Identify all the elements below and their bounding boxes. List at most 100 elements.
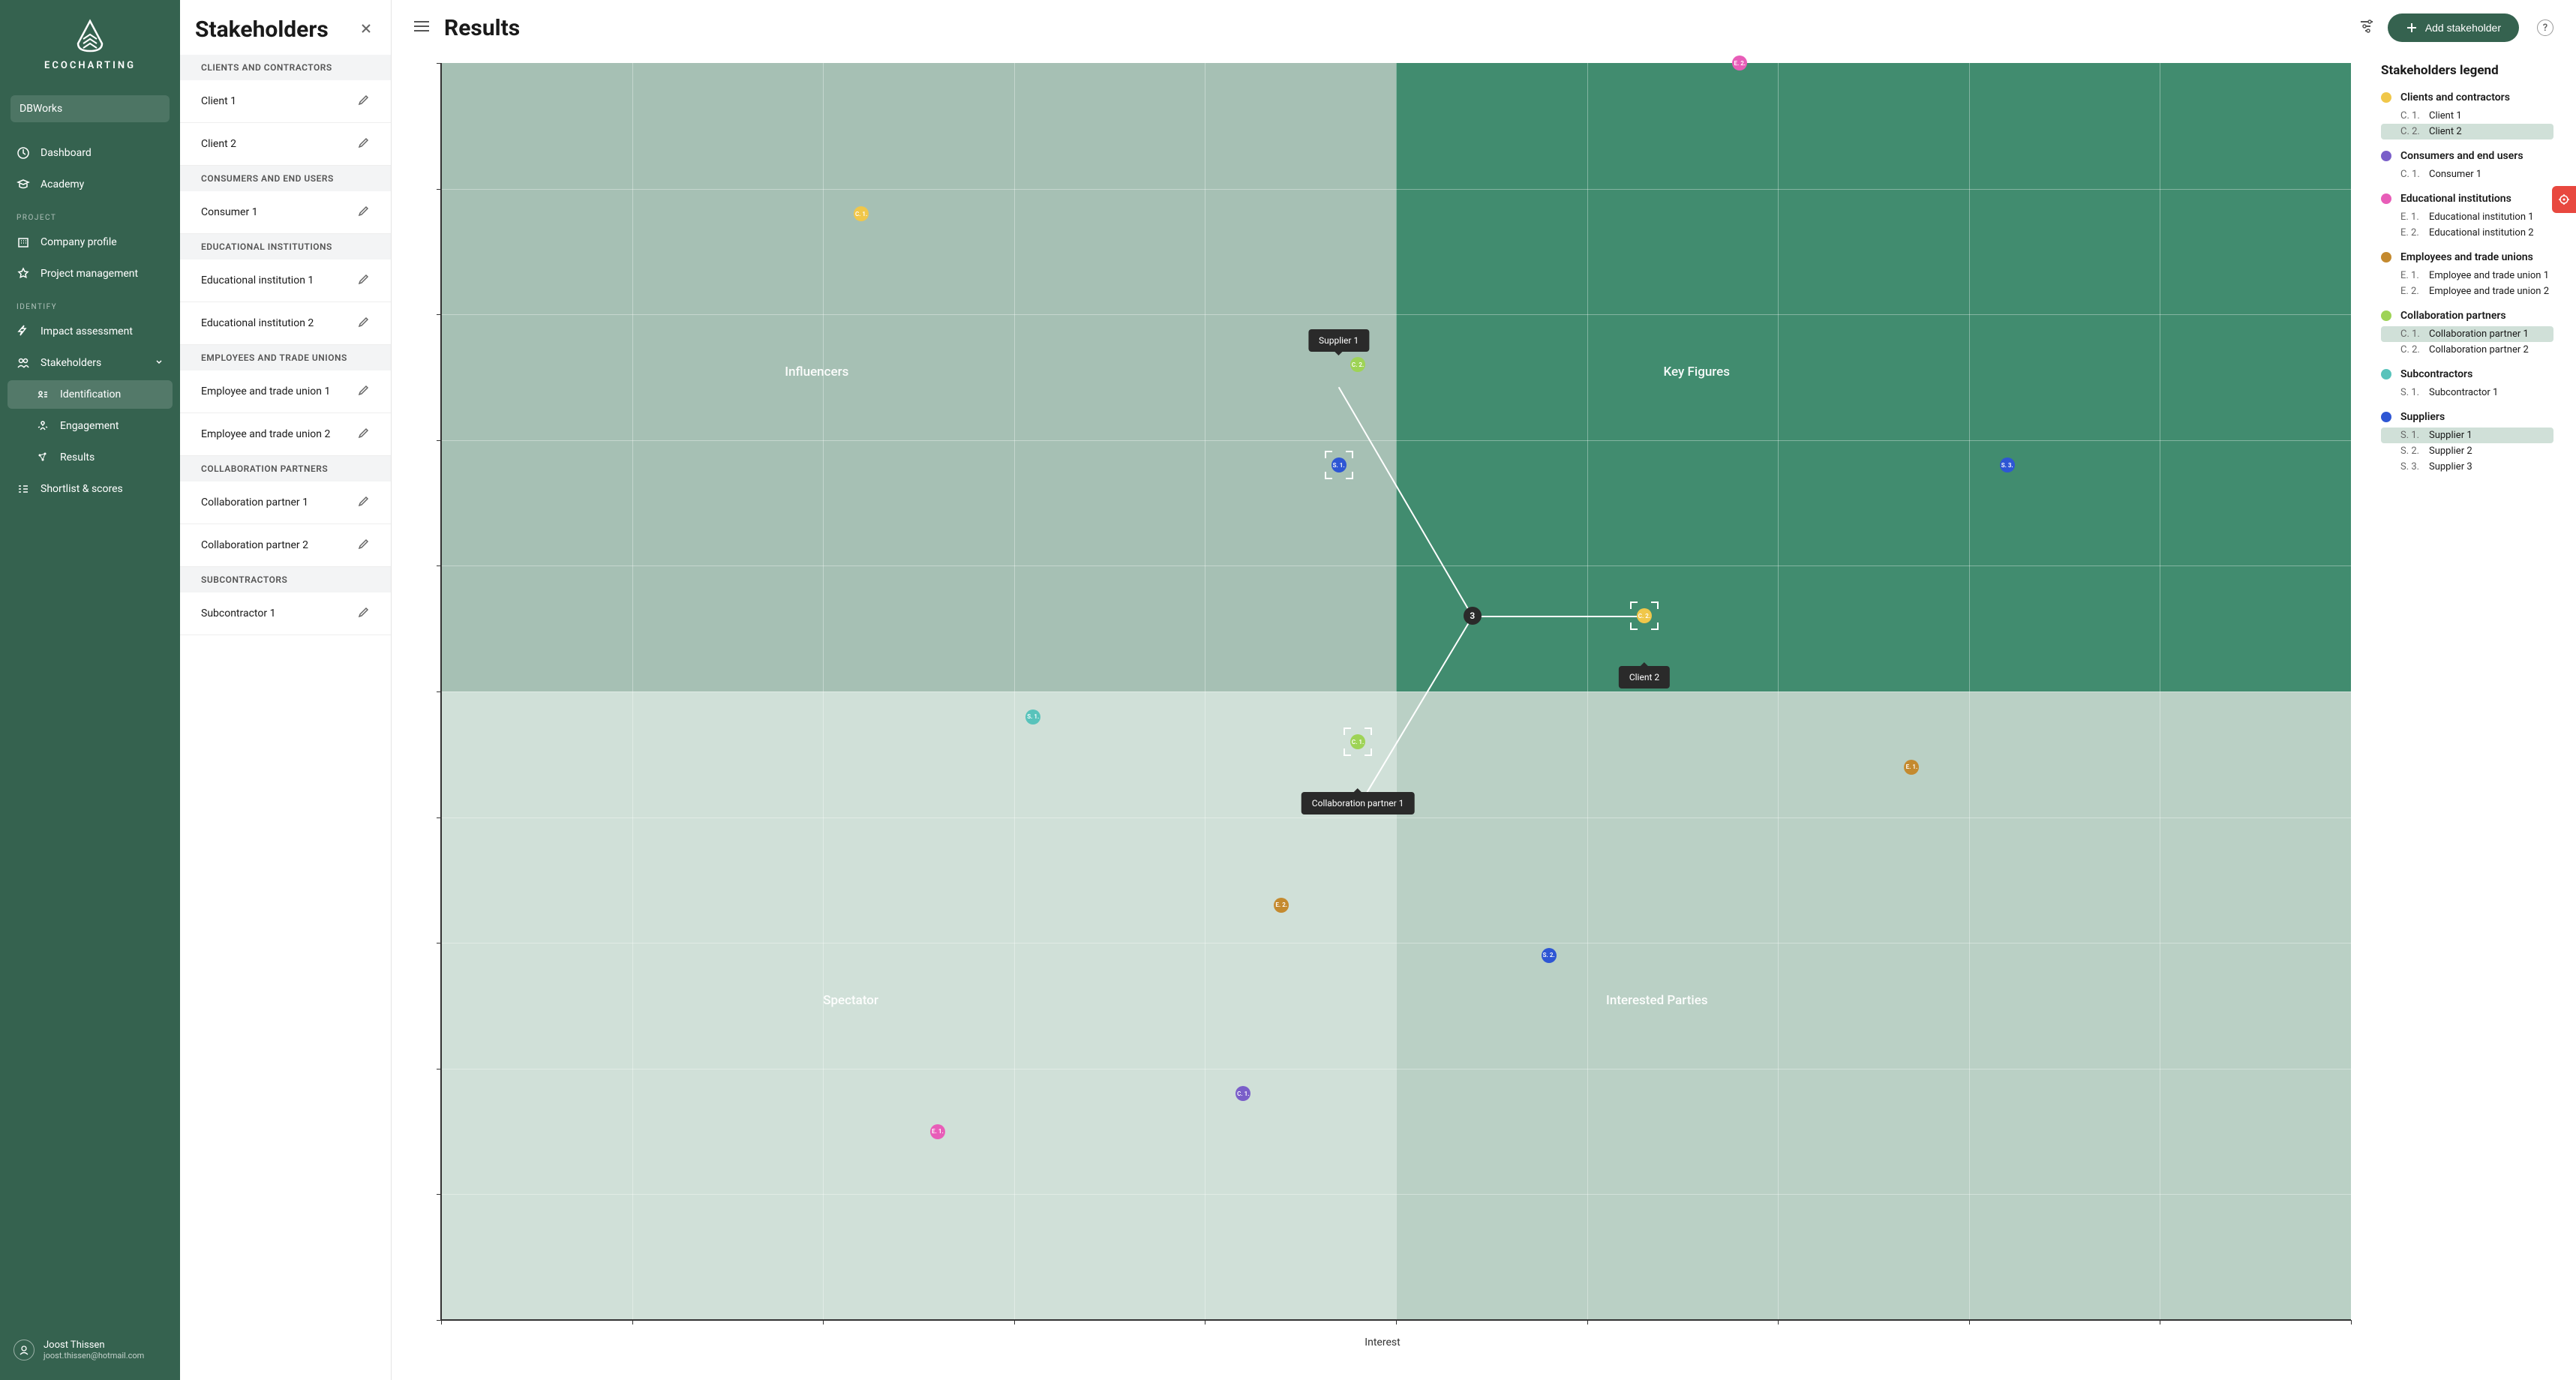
close-panel-button[interactable] bbox=[359, 22, 376, 38]
chart-tooltip: Collaboration partner 1 bbox=[1302, 792, 1415, 814]
cluster-badge[interactable]: 3 bbox=[1464, 607, 1482, 625]
legend-item[interactable]: S. 1.Subcontractor 1 bbox=[2381, 385, 2553, 400]
legend-group[interactable]: Educational institutions bbox=[2381, 193, 2553, 205]
stakeholder-list-item[interactable]: Subcontractor 1 bbox=[180, 592, 391, 635]
panel-group-header: COLLABORATION PARTNERS bbox=[180, 456, 391, 482]
logo[interactable]: ECOCHARTING bbox=[8, 12, 173, 89]
nav-section-project: PROJECT bbox=[8, 200, 173, 226]
stakeholder-list-item[interactable]: Employee and trade union 2 bbox=[180, 413, 391, 456]
filter-button[interactable] bbox=[2359, 20, 2374, 36]
edit-icon[interactable] bbox=[358, 94, 370, 109]
legend-group[interactable]: Clients and contractors bbox=[2381, 92, 2553, 104]
legend-item[interactable]: C. 2.Collaboration partner 2 bbox=[2381, 342, 2553, 358]
help-button[interactable]: ? bbox=[2537, 20, 2553, 36]
legend-item-name: Supplier 3 bbox=[2429, 461, 2472, 472]
legend-group-name: Educational institutions bbox=[2400, 193, 2511, 205]
nav-academy[interactable]: Academy bbox=[8, 170, 173, 199]
edit-icon[interactable] bbox=[358, 316, 370, 331]
building-icon bbox=[17, 236, 30, 249]
chart-dot[interactable]: S. 1. bbox=[1332, 458, 1347, 472]
nav-shortlist[interactable]: Shortlist & scores bbox=[8, 475, 173, 503]
edit-icon[interactable] bbox=[358, 427, 370, 442]
legend-item[interactable]: C. 2.Client 2 bbox=[2381, 124, 2553, 140]
stakeholder-list-item[interactable]: Educational institution 1 bbox=[180, 260, 391, 302]
legend-item[interactable]: S. 3.Supplier 3 bbox=[2381, 459, 2553, 475]
user-name: Joost Thissen bbox=[44, 1340, 144, 1351]
edit-icon[interactable] bbox=[358, 136, 370, 152]
nav-engagement[interactable]: Engagement bbox=[8, 412, 173, 440]
chart-dot[interactable]: E. 2. bbox=[1274, 898, 1289, 913]
legend-group[interactable]: Subcontractors bbox=[2381, 368, 2553, 380]
nav-impact[interactable]: Impact assessment bbox=[8, 317, 173, 346]
stakeholder-list-item[interactable]: Client 2 bbox=[180, 123, 391, 166]
chart-dot[interactable]: C. 1. bbox=[1235, 1086, 1250, 1101]
sidebar: ECOCHARTING DBWorks Dashboard Academy PR… bbox=[0, 0, 180, 1380]
legend-item-code: S. 1. bbox=[2400, 387, 2429, 398]
stakeholder-list-item[interactable]: Collaboration partner 1 bbox=[180, 482, 391, 524]
nav-identification[interactable]: Identification bbox=[8, 380, 173, 409]
nav-dashboard[interactable]: Dashboard bbox=[8, 139, 173, 167]
chart-dot[interactable]: E. 1. bbox=[1904, 760, 1919, 775]
legend-item[interactable]: C. 1.Client 1 bbox=[2381, 108, 2553, 124]
legend-color-dot bbox=[2381, 310, 2391, 321]
nav-stakeholders[interactable]: Stakeholders bbox=[8, 349, 173, 377]
nav-results[interactable]: Results bbox=[8, 443, 173, 472]
legend-item[interactable]: C. 1.Consumer 1 bbox=[2381, 166, 2553, 182]
legend-color-dot bbox=[2381, 369, 2391, 380]
chart-dot[interactable]: S. 3. bbox=[2000, 458, 2015, 472]
panel-group-header: CONSUMERS AND END USERS bbox=[180, 166, 391, 191]
chart-dot[interactable]: C. 2. bbox=[1350, 357, 1365, 372]
stakeholder-list-item[interactable]: Consumer 1 bbox=[180, 191, 391, 234]
nav-project-mgmt-label: Project management bbox=[41, 268, 138, 280]
logo-icon bbox=[72, 18, 108, 54]
legend-item-name: Subcontractor 1 bbox=[2429, 387, 2498, 398]
edit-icon[interactable] bbox=[358, 205, 370, 220]
legend-item[interactable]: E. 1.Educational institution 1 bbox=[2381, 209, 2553, 225]
edit-icon[interactable] bbox=[358, 273, 370, 288]
legend-group-name: Collaboration partners bbox=[2400, 310, 2506, 322]
legend-item-name: Collaboration partner 1 bbox=[2429, 328, 2529, 340]
chart-dot[interactable]: C. 2. bbox=[1637, 608, 1652, 623]
chart-dot[interactable]: S. 1. bbox=[1025, 710, 1040, 724]
stakeholder-list-item[interactable]: Collaboration partner 2 bbox=[180, 524, 391, 567]
legend-group[interactable]: Collaboration partners bbox=[2381, 310, 2553, 322]
legend-item[interactable]: C. 1.Collaboration partner 1 bbox=[2381, 326, 2553, 342]
edit-icon[interactable] bbox=[358, 495, 370, 510]
legend-group-name: Subcontractors bbox=[2400, 368, 2472, 380]
nav-company-profile[interactable]: Company profile bbox=[8, 228, 173, 256]
menu-toggle-button[interactable] bbox=[414, 20, 429, 35]
target-icon bbox=[2557, 193, 2571, 206]
legend-group[interactable]: Employees and trade unions bbox=[2381, 251, 2553, 263]
add-stakeholder-button[interactable]: Add stakeholder bbox=[2388, 14, 2519, 42]
edit-icon[interactable] bbox=[358, 538, 370, 553]
float-action-button[interactable] bbox=[2552, 186, 2576, 213]
chart-dot[interactable]: C. 1. bbox=[854, 206, 869, 221]
project-selector[interactable]: DBWorks bbox=[11, 95, 170, 122]
chart-dot[interactable]: S. 2. bbox=[1542, 948, 1557, 963]
chart-tooltip: Client 2 bbox=[1619, 666, 1670, 688]
stakeholder-list-item[interactable]: Educational institution 2 bbox=[180, 302, 391, 345]
chart-dot[interactable]: E. 2. bbox=[1732, 56, 1747, 70]
legend-color-dot bbox=[2381, 412, 2391, 422]
panel-group-header: EDUCATIONAL INSTITUTIONS bbox=[180, 234, 391, 260]
stakeholder-matrix-chart[interactable]: Influencers Key Figures Spectator Intere… bbox=[441, 63, 2351, 1320]
legend-item[interactable]: E. 2.Educational institution 2 bbox=[2381, 225, 2553, 241]
stakeholder-list-item[interactable]: Employee and trade union 1 bbox=[180, 370, 391, 413]
user-block[interactable]: Joost Thissen joost.thissen@hotmail.com bbox=[8, 1332, 173, 1368]
nav-academy-label: Academy bbox=[41, 178, 84, 190]
stakeholder-item-label: Client 2 bbox=[201, 138, 236, 150]
legend-item-code: C. 1. bbox=[2400, 328, 2429, 340]
legend-group[interactable]: Suppliers bbox=[2381, 411, 2553, 423]
edit-icon[interactable] bbox=[358, 384, 370, 399]
stakeholder-list-item[interactable]: Client 1 bbox=[180, 80, 391, 123]
legend-item[interactable]: S. 1.Supplier 1 bbox=[2381, 428, 2553, 443]
legend-group[interactable]: Consumers and end users bbox=[2381, 150, 2553, 162]
nav-project-mgmt[interactable]: Project management bbox=[8, 260, 173, 288]
legend-item[interactable]: E. 1.Employee and trade union 1 bbox=[2381, 268, 2553, 284]
chart-dot[interactable]: C. 1. bbox=[1350, 734, 1365, 749]
chart-dot[interactable]: E. 1. bbox=[930, 1124, 945, 1139]
edit-icon[interactable] bbox=[358, 606, 370, 621]
legend-item-name: Educational institution 1 bbox=[2429, 212, 2534, 223]
legend-item[interactable]: S. 2.Supplier 2 bbox=[2381, 443, 2553, 459]
legend-item[interactable]: E. 2.Employee and trade union 2 bbox=[2381, 284, 2553, 299]
